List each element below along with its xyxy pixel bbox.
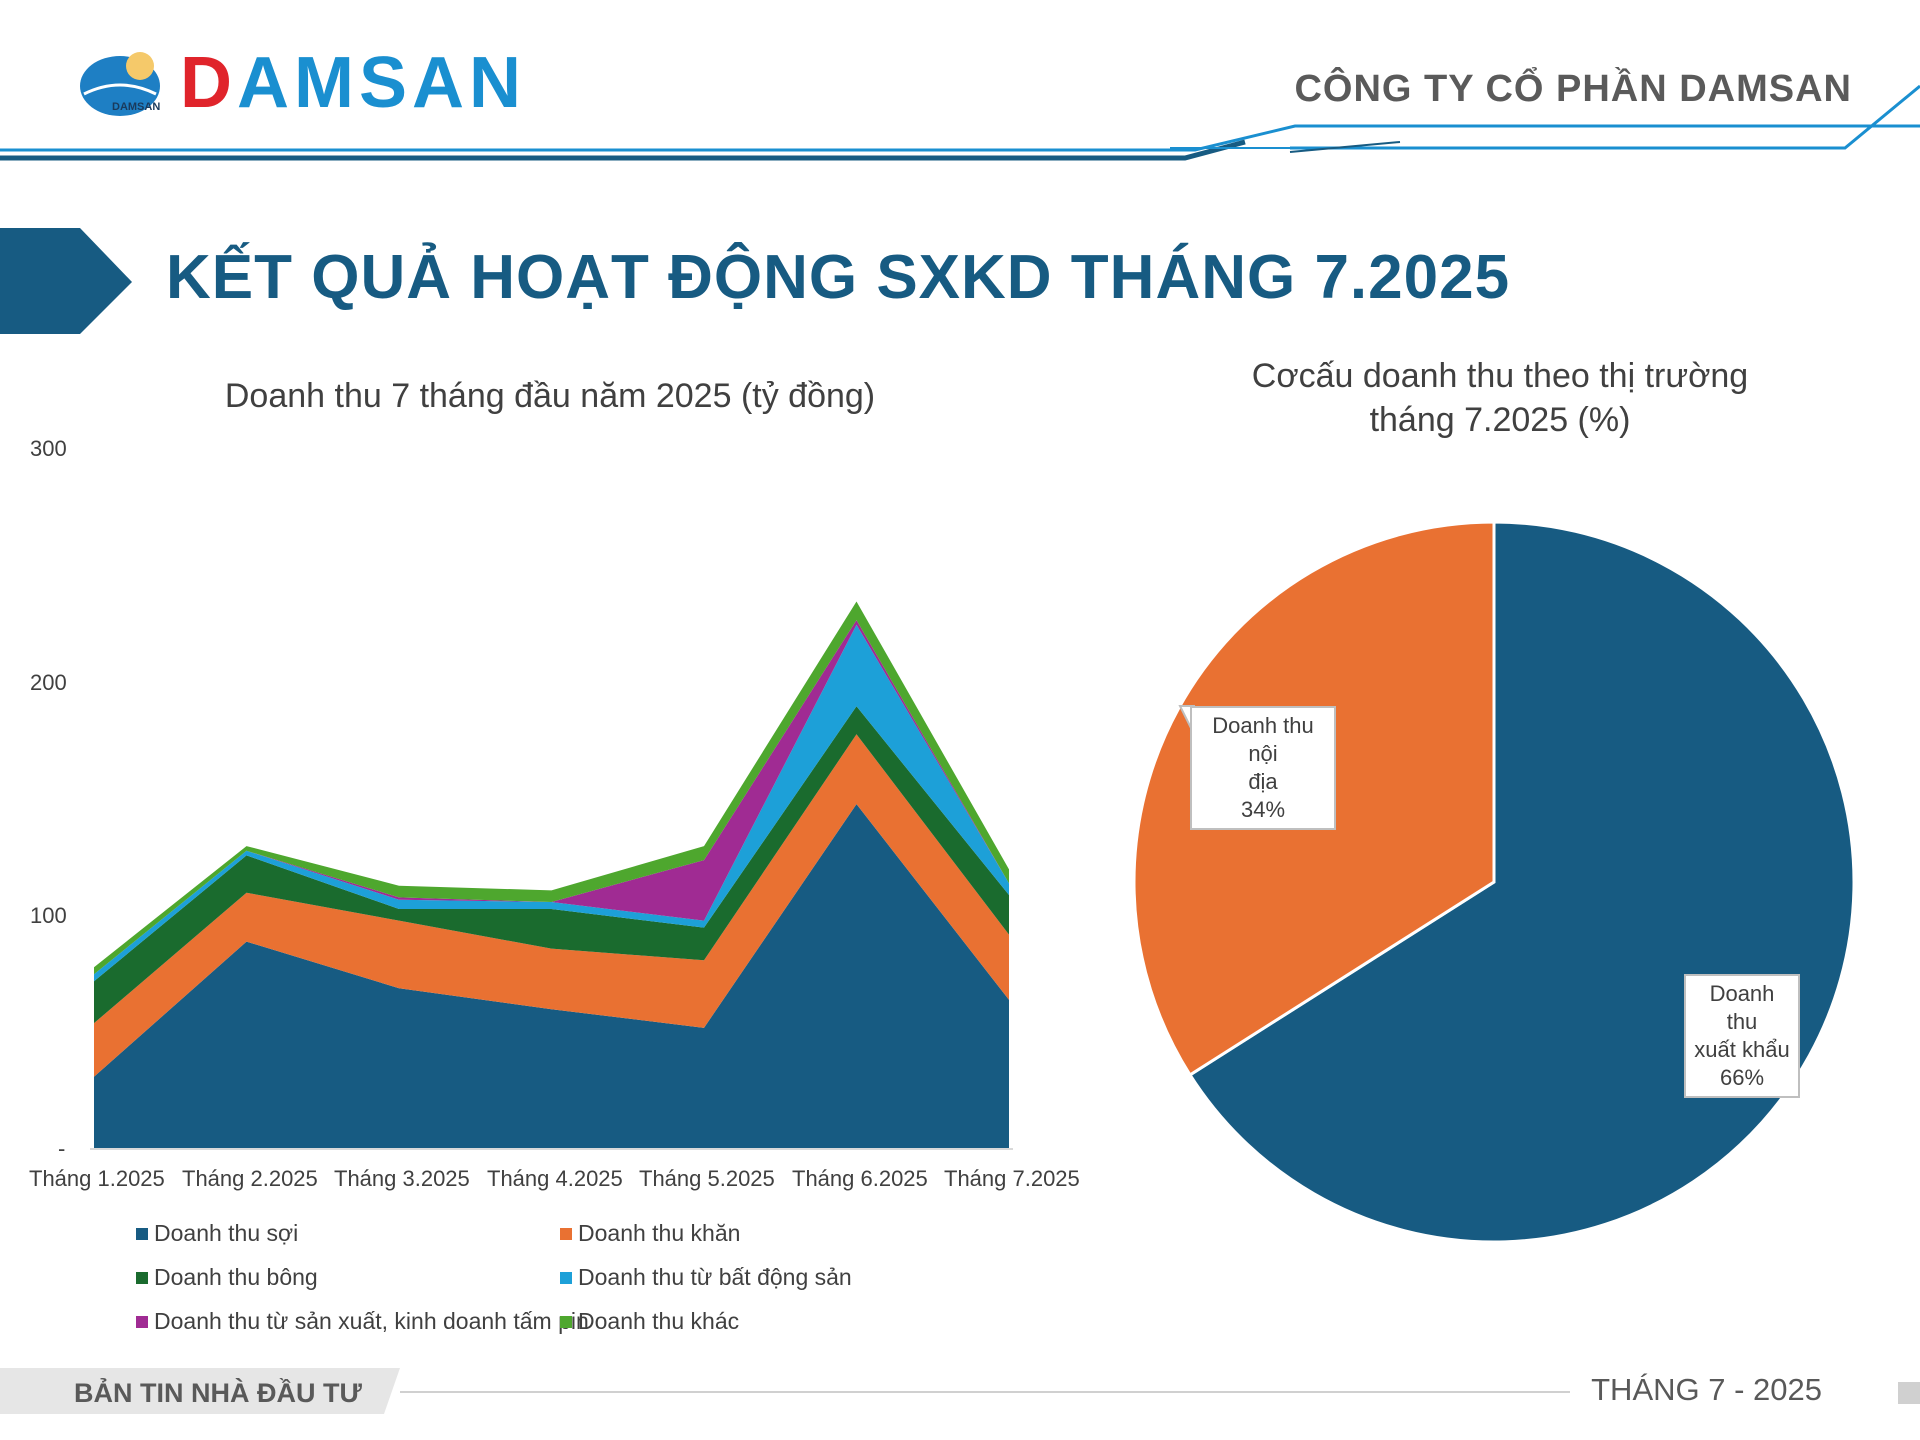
legend-swatch	[560, 1271, 572, 1284]
legend-label: Doanh thu sợi	[154, 1220, 299, 1246]
pie-title-line1: Cơcấu doanh thu theo thị trường	[1251, 357, 1749, 395]
legend-swatch	[136, 1315, 148, 1328]
legend-label: Doanh thu bông	[154, 1264, 318, 1290]
pie-label-percent: 34%	[1240, 797, 1286, 822]
area-chart-title: Doanh thu 7 tháng đầu năm 2025 (tỷ đồng)	[224, 377, 876, 415]
title-arrow-banner	[0, 228, 132, 334]
footer-date: THÁNG 7 - 2025	[1591, 1372, 1822, 1407]
pie-title-line2: tháng 7.2025 (%)	[1369, 401, 1631, 439]
legend-swatch	[136, 1271, 148, 1284]
pie-label-line: Doanh thu	[1709, 981, 1775, 1034]
legend-swatch	[560, 1315, 572, 1328]
header-divider	[0, 84, 1920, 161]
company-name: CÔNG TY CỔ PHẦN DAMSAN	[1294, 68, 1852, 110]
pie-label-percent: 66%	[1719, 1065, 1765, 1090]
x-tick-label: Tháng 3.2025	[334, 1166, 470, 1191]
area-series-doanh-thu-sợi	[94, 804, 1009, 1149]
pie-label-noi-dia: Doanh thu nội địa 34%	[1190, 706, 1336, 830]
x-tick-label: Tháng 2.2025	[182, 1166, 318, 1191]
legend-label: Doanh thu từ sản xuất, kinh doanh tấm pi…	[154, 1308, 589, 1334]
x-tick-label: Tháng 4.2025	[487, 1166, 623, 1191]
page-title: KẾT QUẢ HOẠT ĐỘNG SXKD THÁNG 7.2025	[166, 243, 1511, 312]
x-tick-label: Tháng 5.2025	[639, 1166, 775, 1191]
area-series-doanh-thu-khăn	[94, 734, 1009, 1077]
logo-small-text: DAMSAN	[112, 101, 160, 113]
logo-letter-d: D	[180, 43, 237, 123]
legend-label: Doanh thu khác	[578, 1308, 740, 1334]
pie-label-xuat-khau: Doanh thu xuất khẩu 66%	[1684, 974, 1800, 1098]
legend-item-bat-dong-san: Doanh thu từ bất động sản	[560, 1264, 852, 1291]
y-tick-label: 100	[30, 903, 67, 928]
legend-item-soi: Doanh thu sợi	[136, 1220, 298, 1247]
legend-item-khac: Doanh thu khác	[560, 1308, 739, 1335]
legend-swatch	[136, 1227, 148, 1240]
footer-bar	[0, 1368, 1920, 1414]
pie-label-line: địa	[1248, 769, 1278, 794]
legend-item-tam-pin: Doanh thu từ sản xuất, kinh doanh tấm pi…	[136, 1308, 589, 1335]
pie-label-line: xuất khẩu	[1694, 1037, 1790, 1062]
logo-letters-rest: AMSAN	[237, 43, 526, 123]
legend-item-bong: Doanh thu bông	[136, 1264, 318, 1291]
pie-label-line: Doanh thu nội	[1212, 713, 1314, 766]
y-tick-label: 300	[30, 436, 67, 461]
area-series-doanh-thu-khác	[94, 601, 1009, 975]
y-tick-label: 200	[30, 670, 67, 695]
legend-item-khan: Doanh thu khăn	[560, 1220, 740, 1247]
y-tick-label: -	[58, 1136, 66, 1161]
legend-label: Doanh thu khăn	[578, 1220, 741, 1246]
legend-label: Doanh thu từ bất động sản	[578, 1264, 852, 1290]
x-tick-label: Tháng 6.2025	[792, 1166, 928, 1191]
company-logo-wordmark: DAMSAN	[180, 42, 526, 124]
logo-emblem: DAMSAN	[80, 52, 160, 116]
pie-chart-title: Cơcấu doanh thu theo thị trường tháng 7.…	[1200, 354, 1800, 442]
legend-swatch	[560, 1227, 572, 1240]
footer-newsletter-label: BẢN TIN NHÀ ĐẦU TƯ	[74, 1378, 362, 1408]
x-tick-label: Tháng 1.2025	[29, 1166, 165, 1191]
x-tick-label: Tháng 7.2025	[944, 1166, 1080, 1191]
